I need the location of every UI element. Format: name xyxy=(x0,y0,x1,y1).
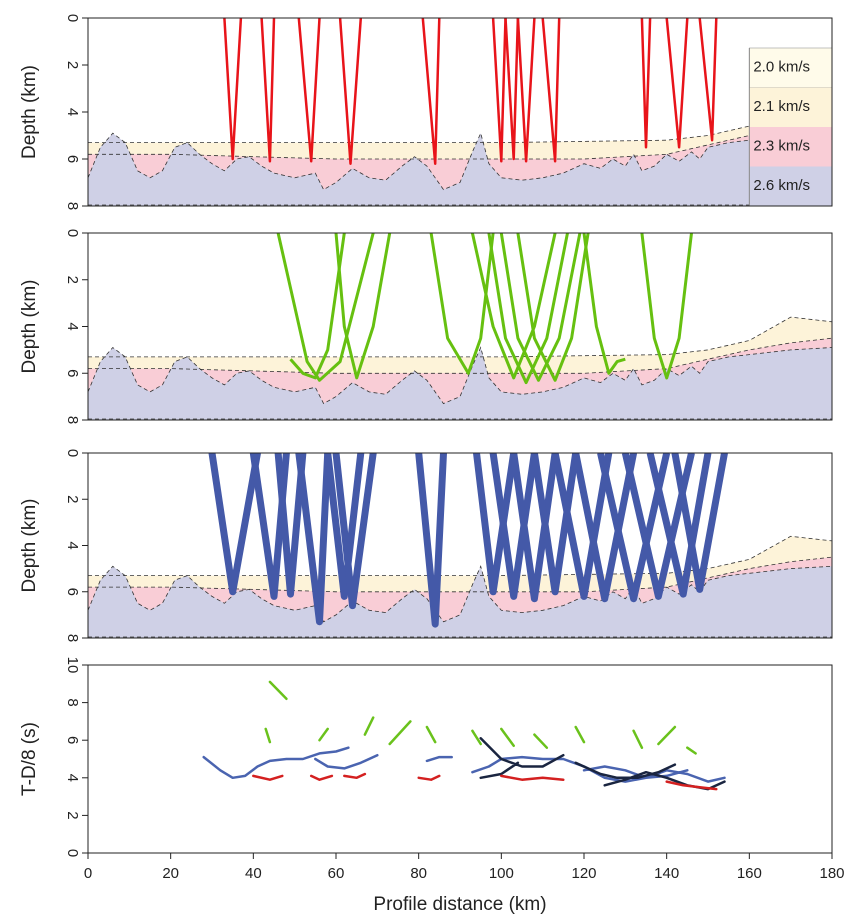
y-tick-label: 0 xyxy=(64,229,81,237)
panel xyxy=(88,453,832,638)
y-tick-label: 8 xyxy=(64,698,81,706)
y-tick-label: 4 xyxy=(64,541,81,549)
layer-boundary xyxy=(88,346,832,405)
ray xyxy=(489,453,538,600)
y-tick-label: 8 xyxy=(64,634,81,642)
ray xyxy=(504,18,520,161)
y-tick-label: 6 xyxy=(64,155,81,163)
panel xyxy=(88,18,832,206)
y-tick-label: 6 xyxy=(64,588,81,596)
x-tick-label: 120 xyxy=(571,865,596,882)
y-tick-label: 0 xyxy=(64,449,81,457)
legend-swatch xyxy=(749,47,833,88)
ray xyxy=(208,453,261,596)
legend-swatch xyxy=(749,166,832,206)
plot-frame xyxy=(87,664,833,854)
layer-fill xyxy=(88,566,832,638)
ray xyxy=(487,233,569,385)
y-tick-label: 10 xyxy=(64,657,81,674)
ray xyxy=(338,18,363,165)
legend-swatch xyxy=(749,127,832,167)
x-tick-label: 60 xyxy=(328,865,345,882)
ray xyxy=(274,453,307,598)
layer-fill xyxy=(88,133,832,206)
y-tick-label: 6 xyxy=(64,369,81,377)
ray xyxy=(223,18,243,161)
legend-label: 2.0 km/s xyxy=(753,59,810,76)
y-tick-label: 2 xyxy=(64,276,81,284)
ray xyxy=(499,233,582,382)
y-tick-label: 8 xyxy=(64,202,81,210)
legend-label: 2.3 km/s xyxy=(753,138,810,155)
legend-label: 2.1 km/s xyxy=(753,98,810,115)
ray xyxy=(297,18,321,163)
ray xyxy=(295,453,332,626)
ray xyxy=(516,233,590,382)
ray xyxy=(530,453,580,596)
pick-line xyxy=(479,737,726,791)
ray xyxy=(332,453,377,610)
y-tick-label: 2 xyxy=(64,495,81,503)
panel xyxy=(88,233,832,420)
legend-swatch xyxy=(749,87,832,127)
ray xyxy=(640,18,652,149)
y-tick-label: 4 xyxy=(64,108,81,116)
ray xyxy=(289,233,346,380)
x-tick-label: 180 xyxy=(819,865,844,882)
y-axis-title: Depth (km) xyxy=(19,499,40,593)
ray xyxy=(671,453,728,593)
ray xyxy=(551,453,613,600)
x-tick-label: 140 xyxy=(654,865,679,882)
ray xyxy=(597,453,671,603)
ray xyxy=(572,453,638,603)
y-axis-title: Depth (km) xyxy=(19,65,40,159)
layer-boundary xyxy=(88,132,832,191)
legend-label: 2.6 km/s xyxy=(753,177,810,194)
panel xyxy=(202,680,726,791)
ray xyxy=(510,453,559,603)
x-tick-label: 40 xyxy=(245,865,262,882)
ray xyxy=(415,453,447,628)
ray xyxy=(324,453,365,600)
ray xyxy=(276,233,375,382)
y-tick-label: 6 xyxy=(64,736,81,744)
y-tick-label: 2 xyxy=(64,811,81,819)
y-axis-title: T-D/8 (s) xyxy=(19,722,40,796)
y-tick-label: 8 xyxy=(64,416,81,424)
x-tick-label: 160 xyxy=(737,865,762,882)
x-tick-label: 80 xyxy=(410,865,427,882)
ray xyxy=(473,453,518,596)
layer-fill xyxy=(88,347,832,420)
pick-line xyxy=(202,746,726,783)
ray xyxy=(698,18,718,142)
ray xyxy=(646,453,712,598)
pick-line xyxy=(252,772,718,791)
ray xyxy=(491,18,507,163)
ray xyxy=(260,18,276,163)
ray xyxy=(582,233,626,375)
y-axis-title: Depth (km) xyxy=(19,280,40,374)
ray xyxy=(665,18,689,149)
y-tick-label: 4 xyxy=(64,774,81,782)
x-axis-title: Profile distance (km) xyxy=(373,894,546,915)
ray xyxy=(421,18,441,165)
ray xyxy=(429,233,495,375)
ray xyxy=(541,18,561,163)
y-tick-label: 0 xyxy=(64,14,81,22)
y-tick-label: 4 xyxy=(64,322,81,330)
y-tick-label: 2 xyxy=(64,61,81,69)
ray xyxy=(516,18,536,163)
pick-line xyxy=(264,680,697,755)
x-tick-label: 0 xyxy=(84,865,92,882)
ray xyxy=(470,233,557,380)
ray xyxy=(334,233,392,380)
ray xyxy=(640,233,693,380)
x-tick-label: 100 xyxy=(489,865,514,882)
x-tick-label: 20 xyxy=(162,865,179,882)
y-tick-label: 0 xyxy=(64,849,81,857)
